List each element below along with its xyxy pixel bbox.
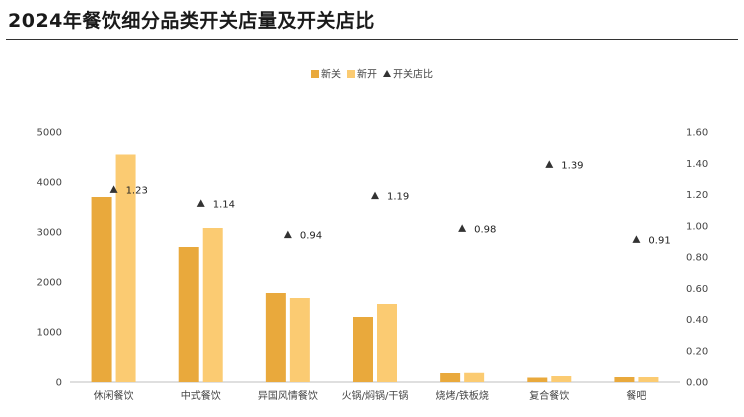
bar-opened [202,228,223,382]
left-y-tick-label: 1000 [37,328,62,339]
legend-swatch [347,70,355,78]
category-label: 异国风情餐饮 [258,389,318,402]
ratio-marker [371,191,379,200]
legend-marker [383,70,391,77]
bar-closed [527,377,548,382]
category-label: 休闲餐饮 [94,389,134,402]
ratio-data-label: 0.98 [474,224,496,235]
ratio-marker [632,235,641,243]
legend-swatch [311,70,319,78]
bar-closed [353,317,373,382]
bar-opened [289,298,310,382]
right-y-tick-label: 0.00 [686,378,708,389]
title-divider [6,39,738,40]
ratio-data-label: 1.14 [213,199,235,210]
bar-closed [178,247,199,382]
category-label: 中式餐饮 [181,389,221,402]
right-y-tick-label: 0.60 [686,284,708,295]
left-y-tick-label: 3000 [37,228,62,239]
left-y-tick-label: 5000 [37,128,62,139]
right-y-tick-label: 0.40 [686,315,708,326]
right-y-tick-label: 0.80 [686,253,708,264]
bar-closed [91,197,112,382]
bar-closed [614,377,635,382]
category-label: 复合餐饮 [529,389,569,402]
chart-title: 2024年餐饮细分品类开关店量及开关店比 [8,10,375,32]
ratio-data-label: 0.94 [300,231,322,242]
left-y-tick-label: 0 [56,378,62,389]
bar-opened [464,372,485,382]
bar-opened [377,304,397,382]
category-label: 餐吧 [626,389,646,402]
category-label: 火锅/焖锅/干锅 [342,390,409,402]
ratio-marker [196,199,205,207]
left-y-tick-label: 4000 [37,178,62,189]
bar-closed [440,373,461,382]
ratio-data-label: 1.39 [561,160,583,171]
left-y-tick-label: 2000 [37,278,62,289]
right-y-tick-label: 0.20 [686,346,708,357]
ratio-marker [545,160,554,168]
right-y-tick-label: 1.00 [686,221,708,232]
ratio-marker [283,230,292,239]
ratio-marker [109,185,118,193]
bar-opened [551,376,572,382]
bar-opened [638,377,659,382]
ratio-data-label: 1.23 [126,185,148,196]
ratio-data-label: 1.19 [387,192,409,203]
right-y-tick-label: 1.60 [686,128,708,139]
bar-closed [265,293,286,382]
legend-label: 开关店比 [393,68,433,81]
right-y-tick-label: 1.20 [686,190,708,201]
bar-opened [115,154,136,382]
legend-label: 新关 [321,68,341,81]
ratio-marker [458,224,467,232]
ratio-data-label: 0.91 [648,235,670,246]
legend-label: 新开 [357,68,377,81]
right-y-tick-label: 1.40 [686,159,708,170]
category-label: 烧烤/铁板烧 [435,389,488,402]
